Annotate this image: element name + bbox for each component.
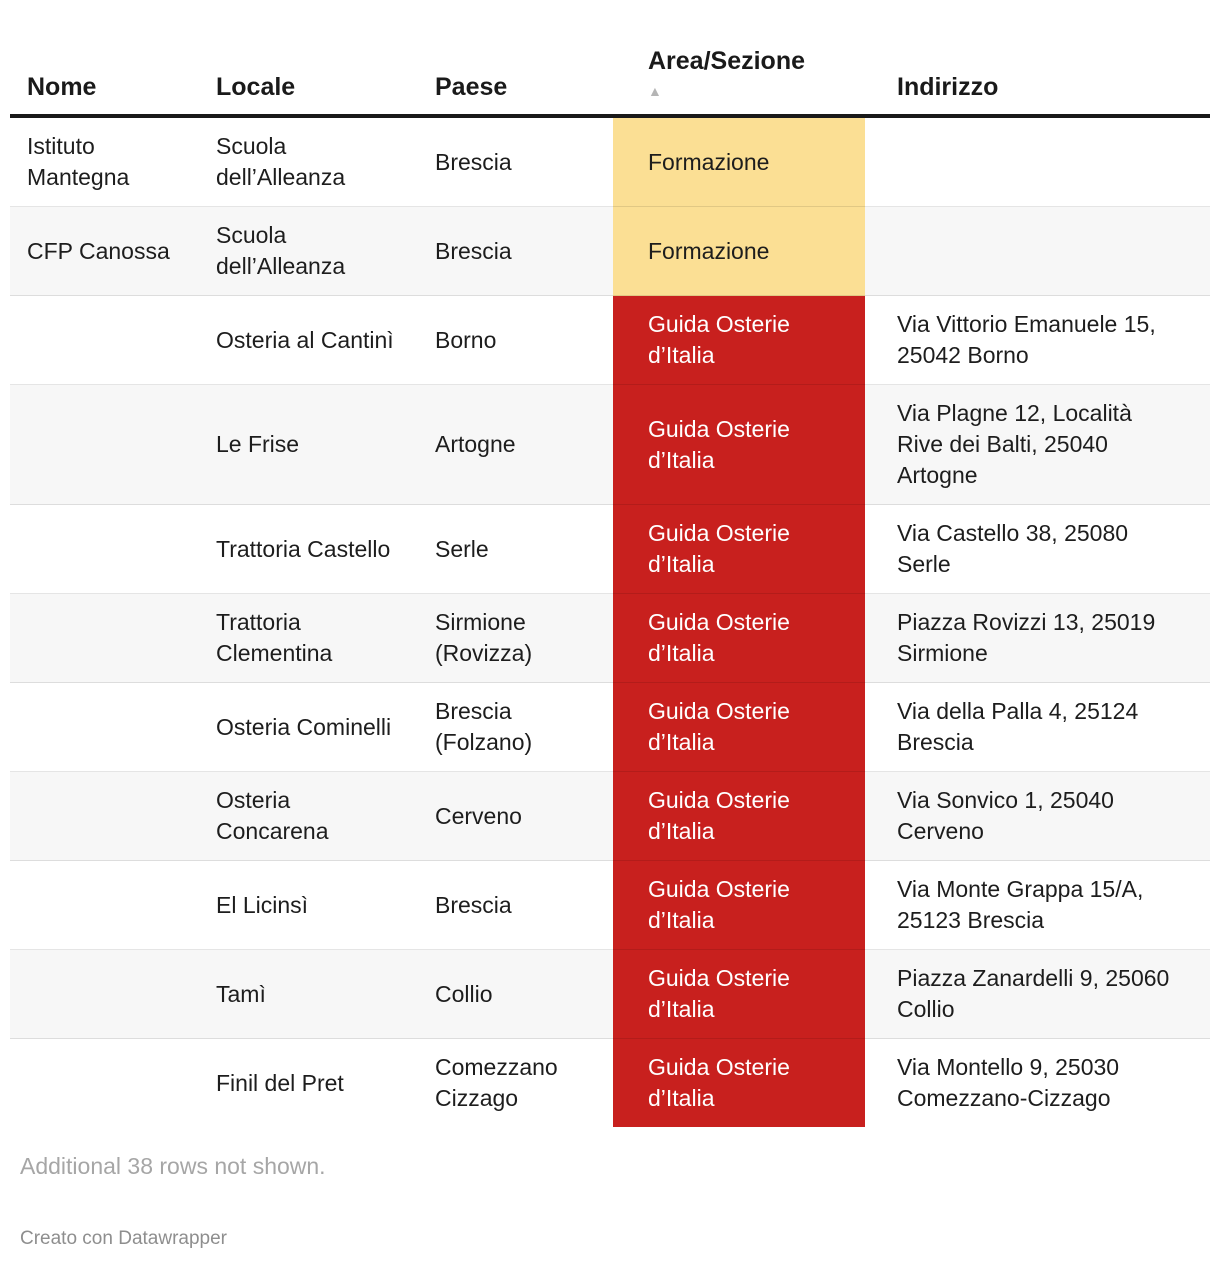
cell-paese: Brescia (Folzano) [425, 682, 613, 772]
column-label: Locale [216, 73, 296, 101]
cell-nome [10, 682, 206, 772]
cell-indirizzo: Piazza Rovizzi 13, 25019 Sirmione [865, 593, 1210, 683]
column-label: Nome [27, 73, 97, 101]
cell-paese: Brescia [425, 860, 613, 950]
header-row: Nome Locale Paese Area/Sezione ▲ Indirizzo [10, 0, 1210, 118]
cell-area: Guida Osterie d’Italia [613, 593, 865, 683]
cell-locale: Osteria Cominelli [206, 682, 425, 772]
cell-nome [10, 295, 206, 385]
cell-nome: Istituto Mantegna [27, 133, 130, 190]
cell-indirizzo: Via Monte Grappa 15/A, 25123 Brescia [865, 860, 1210, 950]
cell-indirizzo: Via Castello 38, 25080 Serle [865, 504, 1210, 594]
table-row: Trattoria Clementina Sirmione (Rovizza) Gu… [10, 593, 1210, 683]
cell-nome [10, 771, 206, 861]
table-row: Istituto Mantegna Scuola dell’Alleanza Bre… [10, 116, 1210, 207]
cell-locale: Trattoria Clementina [206, 593, 425, 683]
cell-paese: Cerveno [425, 771, 613, 861]
column-label: Paese [435, 73, 508, 101]
table-row: Osteria Concarena Cerveno Guida Osterie d’… [10, 771, 1210, 861]
cell-locale: Tamì [206, 949, 425, 1039]
cell-locale: Finil del Pret [206, 1038, 425, 1127]
cell-indirizzo: Via Vittorio Emanuele 15, 25042 Borno [865, 295, 1210, 385]
table-row: Osteria Cominelli Brescia (Folzano) Guida … [10, 682, 1210, 772]
table-row: Trattoria Castello Serle Guida Osterie d’I… [10, 504, 1210, 594]
column-header-area-sezione[interactable]: Area/Sezione ▲ [613, 0, 865, 118]
cell-paese: Artogne [425, 384, 613, 505]
column-header-indirizzo[interactable]: Indirizzo [865, 0, 1210, 118]
table-row: Finil del Pret Comezzano Cizzago Guida Ost… [10, 1038, 1210, 1127]
cell-locale: Osteria al Cantinì [206, 295, 425, 385]
cell-paese: Brescia [425, 206, 613, 296]
datawrapper-attribution: Creato con Datawrapper [20, 1228, 227, 1249]
table-row: Tamì Collio Guida Osterie d’Italia Piazza Z… [10, 949, 1210, 1039]
cell-paese: Collio [425, 949, 613, 1039]
cell-paese: Sirmione (Rovizza) [425, 593, 613, 683]
cell-paese: Borno [425, 295, 613, 385]
cell-indirizzo [865, 206, 1210, 296]
cell-locale: Scuola dell’Alleanza [206, 206, 425, 296]
rows-not-shown-note: Additional 38 rows not shown. [20, 1153, 326, 1179]
cell-locale: Scuola dell’Alleanza [216, 133, 346, 190]
column-header-locale[interactable]: Locale [206, 0, 425, 118]
cell-locale: Osteria Concarena [206, 771, 425, 861]
cell-area: Guida Osterie d’Italia [613, 504, 865, 594]
cell-indirizzo: Via Plagne 12, Località Rive dei Balti, … [865, 384, 1210, 505]
column-label: Area/Sezione [648, 47, 806, 75]
cell-locale: Trattoria Castello [206, 504, 425, 594]
cell-nome [10, 593, 206, 683]
column-header-paese[interactable]: Paese [425, 0, 613, 118]
cell-area: Guida Osterie d’Italia [613, 949, 865, 1039]
cell-area: Formazione [613, 116, 865, 207]
cell-indirizzo: Via Montello 9, 25030 Comezzano-Cizzago [865, 1038, 1210, 1127]
sort-ascending-icon: ▲ [648, 83, 662, 99]
cell-area: Guida Osterie d’Italia [613, 384, 865, 505]
cell-indirizzo: Piazza Zanardelli 9, 25060 Collio [865, 949, 1210, 1039]
table-row: Osteria al Cantinì Borno Guida Osterie d’I… [10, 295, 1210, 385]
column-header-nome[interactable]: Nome [10, 0, 206, 118]
cell-paese: Serle [425, 504, 613, 594]
cell-indirizzo [865, 116, 1210, 207]
cell-nome [10, 860, 206, 950]
table-body: Istituto Mantegna Scuola dell’Alleanza Bre… [10, 116, 1210, 1127]
cell-area: Guida Osterie d’Italia [613, 295, 865, 385]
column-label: Indirizzo [897, 73, 999, 101]
cell-paese: Brescia [435, 148, 512, 175]
table-row: CFP Canossa Scuola dell’Alleanza Brescia Fo… [10, 206, 1210, 296]
table-row: Le Frise Artogne Guida Osterie d’Italia Via… [10, 384, 1210, 505]
cell-indirizzo: Via della Palla 4, 25124 Brescia [865, 682, 1210, 772]
cell-area: Guida Osterie d’Italia [613, 1038, 865, 1127]
cell-area: Formazione [613, 206, 865, 296]
cell-nome [10, 1038, 206, 1127]
cell-area: Guida Osterie d’Italia [613, 682, 865, 772]
cell-locale: Le Frise [206, 384, 425, 505]
cell-paese: Comezzano Cizzago [425, 1038, 613, 1127]
cell-indirizzo: Via Sonvico 1, 25040 Cerveno [865, 771, 1210, 861]
cell-locale: El Licinsì [206, 860, 425, 950]
cell-nome [10, 949, 206, 1039]
table-row: El Licinsì Brescia Guida Osterie d’Italia V… [10, 860, 1210, 950]
cell-nome [10, 384, 206, 505]
cell-nome: CFP Canossa [10, 206, 206, 296]
cell-area: Guida Osterie d’Italia [613, 860, 865, 950]
cell-nome [10, 504, 206, 594]
data-table: Nome Locale Paese Area/Sezione ▲ Indirizzo Is… [10, 0, 1210, 1127]
cell-area: Guida Osterie d’Italia [613, 771, 865, 861]
